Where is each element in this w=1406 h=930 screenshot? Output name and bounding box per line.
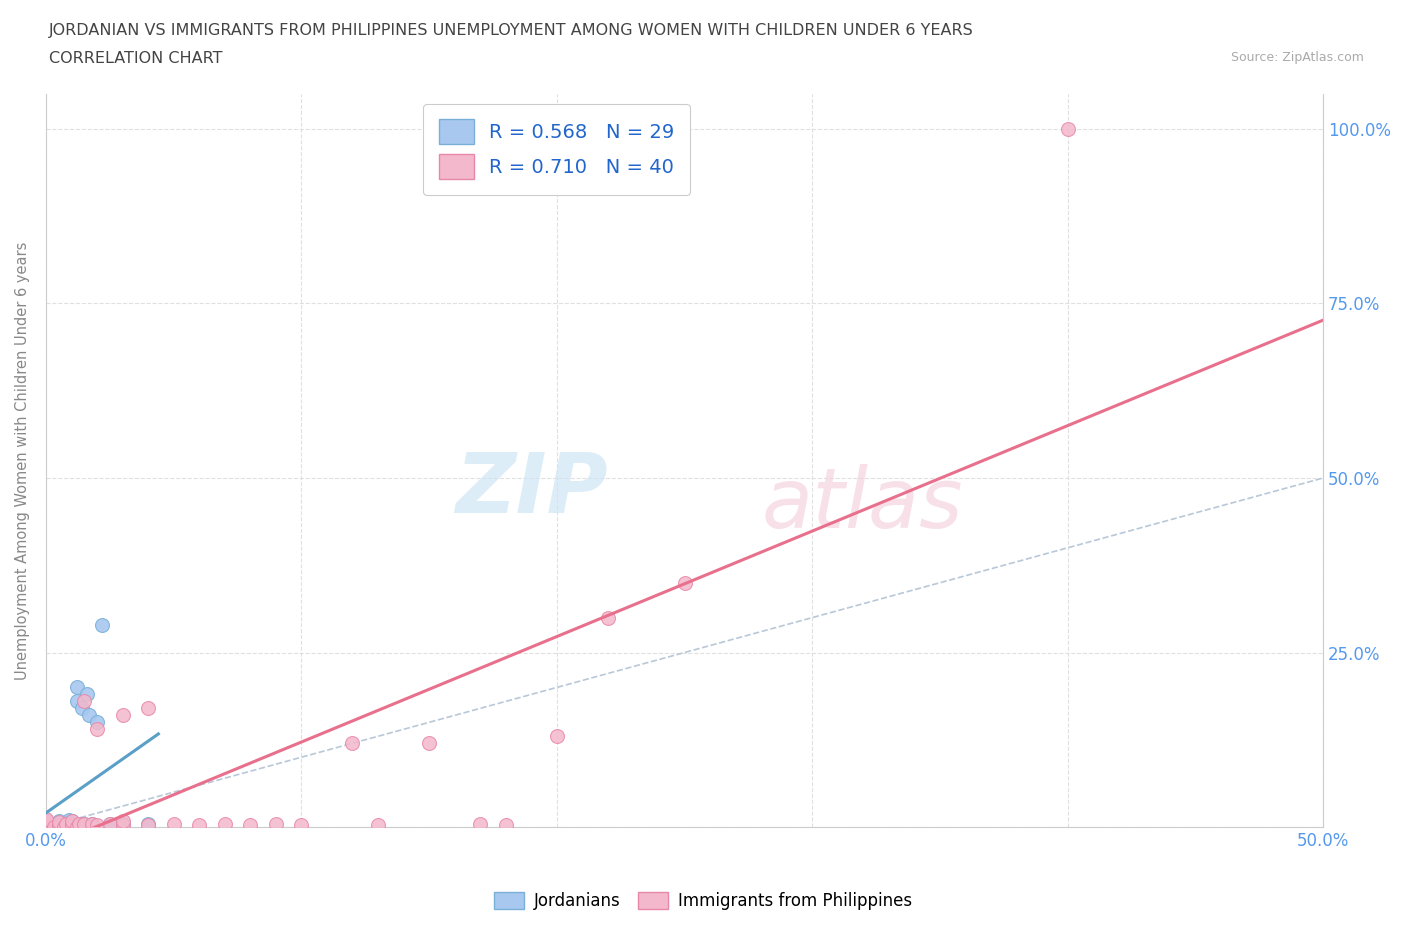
Point bbox=[73, 694, 96, 709]
Point bbox=[73, 817, 96, 831]
Point bbox=[367, 817, 389, 832]
Point bbox=[35, 819, 58, 834]
Point bbox=[98, 817, 121, 831]
Point bbox=[35, 813, 58, 828]
Point bbox=[596, 610, 619, 625]
Point bbox=[60, 819, 83, 834]
Point bbox=[86, 817, 108, 832]
Point bbox=[342, 736, 364, 751]
Legend: Jordanians, Immigrants from Philippines: Jordanians, Immigrants from Philippines bbox=[488, 885, 918, 917]
Point bbox=[35, 811, 58, 826]
Text: JORDANIAN VS IMMIGRANTS FROM PHILIPPINES UNEMPLOYMENT AMONG WOMEN WITH CHILDREN : JORDANIAN VS IMMIGRANTS FROM PHILIPPINES… bbox=[49, 23, 974, 38]
Point bbox=[418, 736, 440, 751]
Point bbox=[55, 817, 77, 832]
Point bbox=[80, 817, 103, 831]
Point bbox=[470, 817, 492, 831]
Point bbox=[60, 814, 83, 829]
Point bbox=[136, 817, 159, 831]
Point bbox=[111, 817, 134, 832]
Point bbox=[163, 817, 186, 831]
Point bbox=[58, 813, 80, 828]
Point bbox=[290, 817, 312, 832]
Point bbox=[67, 817, 90, 831]
Point bbox=[111, 817, 134, 831]
Text: ZIP: ZIP bbox=[456, 449, 607, 530]
Point bbox=[52, 819, 75, 834]
Point bbox=[60, 817, 83, 832]
Point bbox=[188, 817, 211, 832]
Point bbox=[35, 819, 58, 834]
Point bbox=[70, 701, 93, 716]
Point bbox=[1056, 122, 1078, 137]
Point bbox=[35, 817, 58, 831]
Text: atlas: atlas bbox=[761, 464, 963, 545]
Point bbox=[65, 694, 87, 709]
Point bbox=[80, 817, 103, 831]
Point bbox=[65, 819, 87, 834]
Point bbox=[35, 817, 58, 832]
Point bbox=[35, 815, 58, 830]
Point bbox=[35, 817, 58, 831]
Text: Source: ZipAtlas.com: Source: ZipAtlas.com bbox=[1230, 51, 1364, 64]
Y-axis label: Unemployment Among Women with Children Under 6 years: Unemployment Among Women with Children U… bbox=[15, 242, 30, 680]
Point bbox=[65, 680, 87, 695]
Point bbox=[546, 729, 568, 744]
Point bbox=[86, 715, 108, 730]
Point bbox=[495, 817, 517, 832]
Point bbox=[42, 819, 65, 834]
Point bbox=[86, 722, 108, 737]
Point bbox=[42, 819, 65, 834]
Point bbox=[55, 817, 77, 831]
Point bbox=[55, 816, 77, 830]
Point bbox=[48, 817, 70, 832]
Point bbox=[98, 817, 121, 831]
Point bbox=[79, 708, 101, 723]
Point bbox=[67, 817, 90, 831]
Point bbox=[60, 817, 83, 831]
Point bbox=[76, 687, 98, 702]
Text: CORRELATION CHART: CORRELATION CHART bbox=[49, 51, 222, 66]
Point bbox=[48, 815, 70, 830]
Point bbox=[91, 618, 114, 632]
Point bbox=[136, 817, 159, 832]
Point bbox=[35, 817, 58, 832]
Point bbox=[673, 576, 696, 591]
Point bbox=[264, 817, 287, 831]
Point bbox=[42, 817, 65, 831]
Point bbox=[48, 818, 70, 833]
Point bbox=[136, 701, 159, 716]
Point bbox=[52, 819, 75, 834]
Point bbox=[35, 814, 58, 829]
Point bbox=[111, 814, 134, 829]
Point bbox=[239, 817, 262, 832]
Legend: R = 0.568   N = 29, R = 0.710   N = 40: R = 0.568 N = 29, R = 0.710 N = 40 bbox=[423, 104, 690, 194]
Point bbox=[214, 817, 236, 831]
Point bbox=[60, 814, 83, 829]
Point bbox=[111, 708, 134, 723]
Point bbox=[48, 814, 70, 829]
Point bbox=[73, 817, 96, 831]
